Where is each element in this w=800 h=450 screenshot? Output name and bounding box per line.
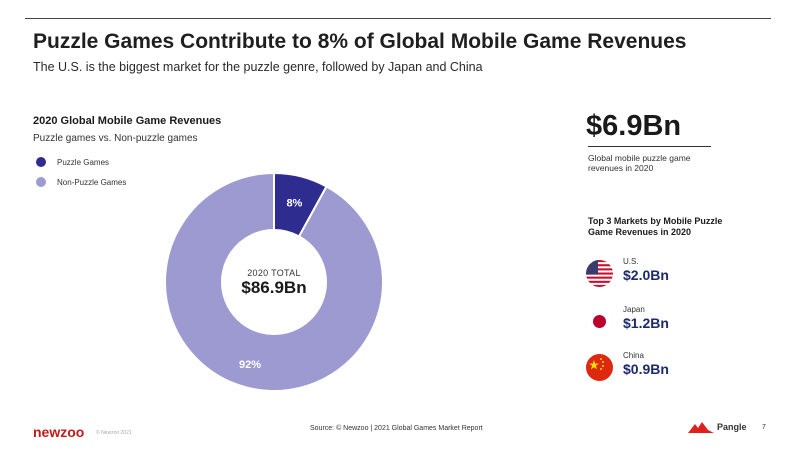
legend-swatch-puzzle xyxy=(36,157,46,167)
donut-label-non-puzzle: 92% xyxy=(239,359,261,371)
pangle-logo: Pangle xyxy=(688,421,747,433)
japan-flag-icon xyxy=(586,308,613,335)
footer-copyright: © Newzoo 2021 xyxy=(96,430,132,436)
legend-label-non-puzzle: Non-Puzzle Games xyxy=(57,177,127,187)
page-subtitle: The U.S. is the biggest market for the p… xyxy=(33,60,483,74)
market-name: U.S. xyxy=(623,257,639,266)
markets-title: Top 3 Markets by Mobile Puzzle Game Reve… xyxy=(588,216,723,237)
newzoo-logo: newzoo xyxy=(33,424,85,440)
market-value: $2.0Bn xyxy=(623,267,669,283)
market-name: Japan xyxy=(623,305,645,314)
page-number: 7 xyxy=(762,424,766,431)
pangle-wordmark: Pangle xyxy=(717,422,747,432)
market-japan: Japan $1.2Bn xyxy=(586,305,746,339)
donut-center-label: 2020 TOTAL xyxy=(247,268,301,278)
chart-subtitle: Puzzle games vs. Non-puzzle games xyxy=(33,133,198,144)
legend-item-non-puzzle: Non-Puzzle Games xyxy=(36,177,126,187)
page-title: Puzzle Games Contribute to 8% of Global … xyxy=(33,30,687,53)
pangle-mark-icon xyxy=(688,422,714,433)
chart-legend: Puzzle Games Non-Puzzle Games xyxy=(36,157,126,197)
us-flag-icon xyxy=(586,260,613,287)
donut-slice-non-puzzle xyxy=(164,172,384,392)
kpi-divider xyxy=(588,146,711,147)
footer-source: Source: © Newzoo | 2021 Global Games Mar… xyxy=(310,425,483,432)
top-divider xyxy=(25,18,771,19)
legend-swatch-non-puzzle xyxy=(36,177,46,187)
donut-chart: 8% 92% xyxy=(164,172,384,392)
legend-item-puzzle: Puzzle Games xyxy=(36,157,126,167)
market-name: China xyxy=(623,351,644,360)
market-us: U.S. $2.0Bn xyxy=(586,257,746,291)
market-value: $0.9Bn xyxy=(623,361,669,377)
donut-center-value: $86.9Bn xyxy=(241,278,307,297)
market-value: $1.2Bn xyxy=(623,315,669,331)
chart-title: 2020 Global Mobile Game Revenues xyxy=(33,115,222,127)
kpi-description: Global mobile puzzle game revenues in 20… xyxy=(588,153,691,173)
donut-label-puzzle: 8% xyxy=(286,198,302,210)
legend-label-puzzle: Puzzle Games xyxy=(57,157,110,167)
market-china: China $0.9Bn xyxy=(586,351,746,385)
china-flag-icon xyxy=(586,354,613,381)
kpi-value: $6.9Bn xyxy=(586,110,682,142)
